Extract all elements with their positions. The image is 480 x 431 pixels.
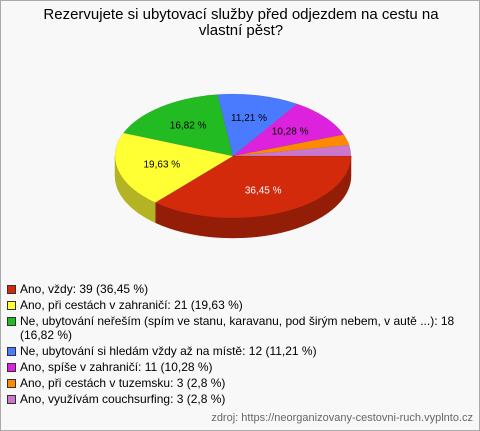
legend: Ano, vždy: 39 (36,45 %) Ano, při cestách …: [7, 282, 473, 408]
legend-item: Ano, při cestách v tuzemsku: 3 (2,8 %): [7, 376, 473, 390]
data-label: 36,45 %: [245, 186, 282, 197]
legend-swatch: [7, 285, 16, 294]
data-label: 16,82 %: [170, 120, 207, 131]
legend-swatch: [7, 363, 16, 372]
legend-label: Ne, ubytování neřeším (spím ve stanu, ka…: [20, 314, 455, 342]
legend-item: Ne, ubytování neřeším (spím ve stanu, ka…: [7, 314, 473, 342]
chart-title: Rezervujete si ubytovací služby před odj…: [43, 6, 439, 39]
legend-swatch: [7, 317, 16, 326]
slice: [232, 103, 345, 157]
legend-item: Ano, spíše v zahraničí: 11 (10,28 %): [7, 360, 473, 374]
legend-label: Ano, spíše v zahraničí: 11 (10,28 %): [20, 360, 213, 374]
legend-label: Ano, při cestách v tuzemsku: 3 (2,8 %): [20, 376, 226, 390]
slice: [154, 155, 352, 219]
pie-area: 36,45 % 19,63 % 16,82 % 11,21 % 10,28 %: [114, 93, 352, 239]
slice: [123, 94, 234, 157]
data-label: 19,63 %: [143, 160, 180, 171]
legend-swatch: [7, 395, 16, 404]
slice: [217, 93, 298, 157]
legend-label: Ano, při cestách v zahraničí: 21 (19,63 …: [20, 298, 243, 312]
legend-label: Ano, vždy: 39 (36,45 %): [20, 282, 149, 296]
slice: [114, 132, 234, 203]
legend-item: Ano, využívám couchsurfing: 3 (2,8 %): [7, 392, 473, 406]
source: zdroj: https://neorganizovany-cestovni-r…: [211, 412, 473, 424]
slice: [232, 144, 352, 157]
legend-swatch: [7, 347, 16, 356]
legend-label: Ne, ubytování si hledám vždy až na místě…: [20, 344, 317, 358]
legend-item: Ano, při cestách v zahraničí: 21 (19,63 …: [7, 298, 473, 312]
legend-item: Ne, ubytování si hledám vždy až na místě…: [7, 344, 473, 358]
legend-item: Ano, vždy: 39 (36,45 %): [7, 282, 473, 296]
legend-label: Ano, využívám couchsurfing: 3 (2,8 %): [20, 392, 226, 406]
legend-swatch: [7, 301, 16, 310]
data-label: 10,28 %: [272, 127, 309, 138]
slice: [232, 134, 350, 157]
legend-swatch: [7, 379, 16, 388]
data-label: 11,21 %: [231, 113, 267, 124]
